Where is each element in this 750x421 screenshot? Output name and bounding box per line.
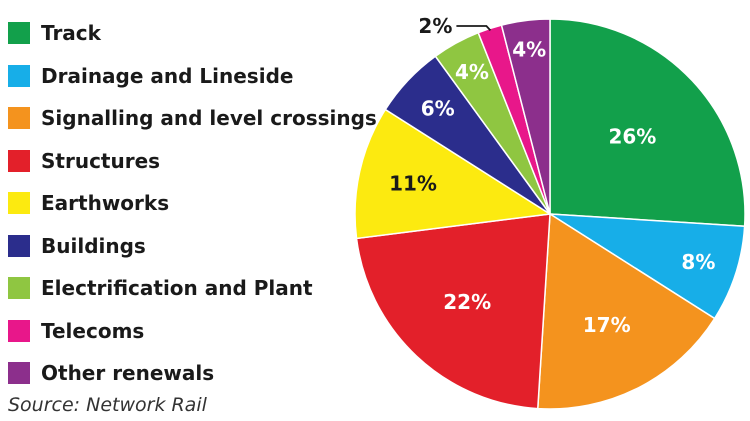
legend-label-buildings: Buildings — [41, 233, 146, 258]
pie-label-track: 26% — [608, 125, 656, 149]
legend-swatch-other-renewals — [8, 362, 30, 385]
legend-swatch-drainage-and-lineside — [8, 64, 30, 87]
pie-slice-drainage-and-lineside — [549, 213, 746, 320]
legend-swatch-track — [8, 22, 30, 45]
legend-swatch-electrification-and-plant — [8, 277, 30, 300]
pie-label-earthworks: 11% — [389, 171, 437, 195]
pie-label-electrification-and-plant: 4% — [455, 60, 489, 84]
pie-label-telecoms: 2% — [418, 14, 452, 38]
legend-swatch-telecoms — [8, 319, 30, 342]
legend-item-drainage-and-lineside: Drainage and Lineside — [8, 55, 348, 98]
legend-item-signalling-and-level-crossings: Signalling and level crossings — [8, 97, 377, 140]
pie-label-signalling-and-level-crossings: 17% — [583, 313, 631, 337]
legend-swatch-signalling-and-level-crossings — [8, 107, 30, 130]
legend-label-structures: Structures — [41, 148, 161, 173]
legend-item-electrification-and-plant: Electrification and Plant — [8, 267, 348, 310]
legend-item-buildings: Buildings — [8, 225, 348, 268]
legend-item-other-renewals: Other renewals — [8, 352, 348, 395]
source-note: Source: Network Rail — [8, 394, 207, 416]
legend-label-signalling-and-level-crossings: Signalling and level crossings — [41, 106, 377, 131]
pie-slice-structures — [355, 213, 551, 410]
legend-swatch-earthworks — [8, 192, 30, 215]
legend-label-other-renewals: Other renewals — [41, 361, 215, 386]
pie-slice-track — [549, 18, 746, 228]
pie-label-buildings: 6% — [421, 97, 455, 121]
legend-label-telecoms: Telecoms — [41, 318, 145, 343]
legend-label-drainage-and-lineside: Drainage and Lineside — [41, 63, 294, 88]
legend-item-telecoms: Telecoms — [8, 310, 348, 353]
legend-item-structures: Structures — [8, 140, 348, 183]
pie-value-labels: 26%8%17%22%11%6%4%2%4% — [389, 14, 715, 337]
pie-label-drainage-and-lineside: 8% — [681, 250, 715, 274]
legend-item-earthworks: Earthworks — [8, 182, 348, 225]
pie-slice-signalling-and-level-crossings — [536, 212, 716, 410]
legend-swatch-structures — [8, 149, 30, 172]
legend-swatch-buildings — [8, 234, 30, 257]
pie-label-other-renewals: 4% — [512, 38, 546, 62]
legend-item-track: Track — [8, 12, 348, 55]
legend-label-electrification-and-plant: Electrification and Plant — [41, 276, 313, 301]
pie-slice-earthworks — [354, 108, 553, 240]
legend-label-track: Track — [41, 21, 101, 46]
leader-line-telecoms — [456, 25, 492, 32]
pie-slice-other-renewals — [500, 18, 551, 215]
pie-label-structures: 22% — [443, 290, 491, 314]
pie-slices — [354, 18, 746, 410]
chart-legend: Track Drainage and Lineside Signalling and… — [8, 12, 377, 395]
legend-label-earthworks: Earthworks — [41, 191, 170, 216]
